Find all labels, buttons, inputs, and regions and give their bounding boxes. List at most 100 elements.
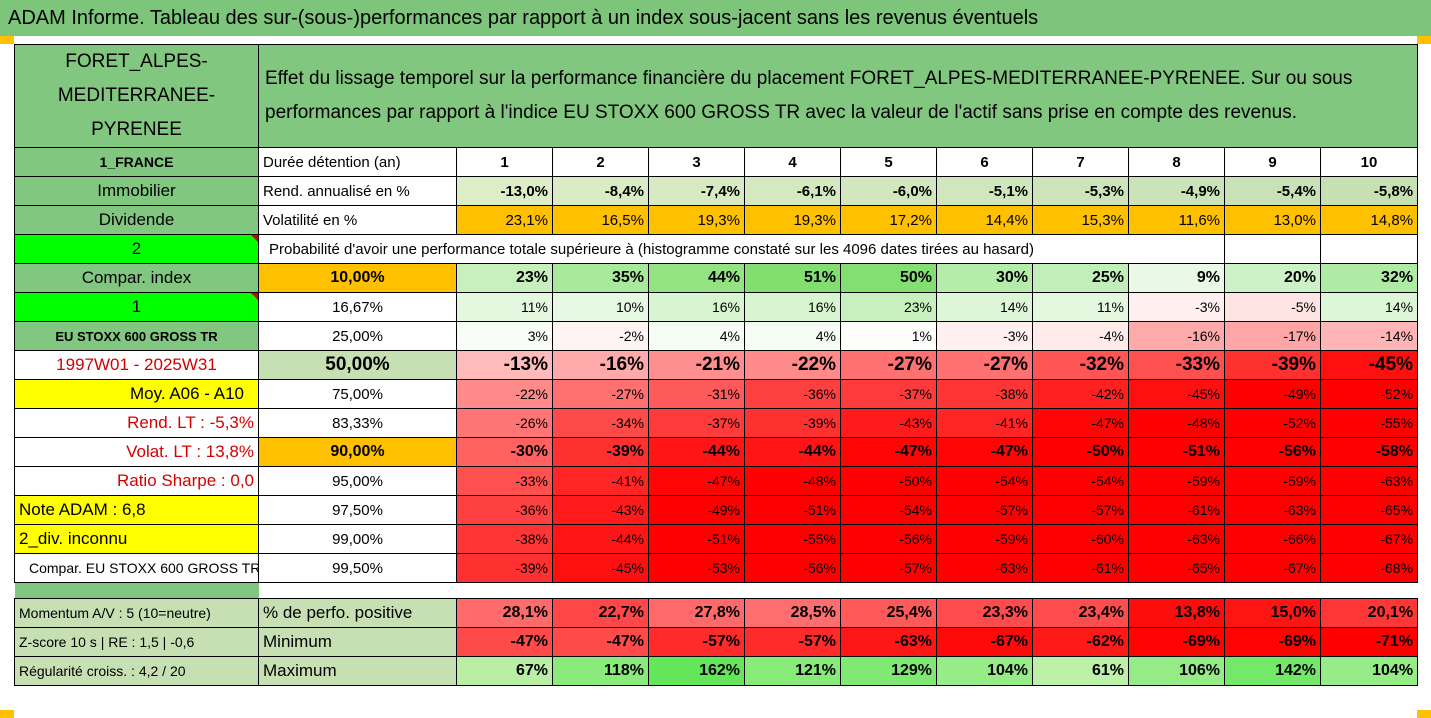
- perf-pos-value: 23,3%: [936, 598, 1033, 628]
- year-header: 5: [840, 147, 937, 177]
- fund-name: FORET_ALPES-MEDITERRANEE-PYRENEE: [57, 51, 216, 140]
- quantile-value: -41%: [552, 466, 649, 496]
- quantile-row: Rend. LT : -5,3% 83,33% -26% -34% -37% -39% -4…: [14, 408, 1419, 438]
- quantile-row: 1997W01 - 2025W31 50,00% -13% -16% -21% -22% -…: [14, 350, 1419, 380]
- quantile-row: Moy. A06 - A10 75,00% -22% -27% -31% -36% -37%…: [14, 379, 1419, 409]
- quantile-value: 3%: [456, 321, 553, 351]
- quantile-value: -47%: [936, 437, 1033, 467]
- quantile-level: 90,00%: [258, 437, 457, 467]
- quantile-value: -67%: [1224, 553, 1321, 583]
- label-volat: Volatilité en %: [258, 205, 457, 235]
- year-header: 6: [936, 147, 1033, 177]
- quantile-value: 10%: [552, 292, 649, 322]
- spacer-blank: [258, 582, 1418, 599]
- quantile-value: -44%: [744, 437, 841, 467]
- minimum-value: -57%: [648, 627, 745, 657]
- quantile-value: 16%: [648, 292, 745, 322]
- year-header: 7: [1032, 147, 1129, 177]
- fund-name-cell: FORET_ALPES-MEDITERRANEE-PYRENEE: [14, 44, 259, 148]
- volat-value: 15,3%: [1032, 205, 1129, 235]
- quantile-value: -50%: [840, 466, 937, 496]
- quantile-value: 4%: [648, 321, 745, 351]
- index-name-cell: EU STOXX 600 GROSS TR: [14, 321, 259, 351]
- quantile-value: 16%: [744, 292, 841, 322]
- quantile-value: -41%: [936, 408, 1033, 438]
- quantile-row: Note ADAM : 6,8 97,50% -36% -43% -49% -51% -54…: [14, 495, 1419, 525]
- quantile-value: -59%: [1128, 466, 1225, 496]
- quantile-value: -66%: [1224, 524, 1321, 554]
- quantile-value: -52%: [1319, 379, 1419, 409]
- report-title: ADAM Informe. Tableau des sur-(sous-)per…: [0, 0, 1431, 36]
- quantile-value: -36%: [456, 495, 553, 525]
- quantile-value: -51%: [1128, 437, 1225, 467]
- quantile-value: 25%: [1032, 263, 1129, 293]
- stats-row: Régularité croiss. : 4,2 / 20 Maximum 67% 1…: [14, 656, 1419, 686]
- minimum-value: -63%: [840, 627, 937, 657]
- volat-value: 16,5%: [552, 205, 649, 235]
- performance-sheet: FORET_ALPES-MEDITERRANEE-PYRENEE Effet d…: [14, 44, 1419, 712]
- frame-accent-bottom-left: [0, 710, 14, 718]
- quantile-row: 2_div. inconnu 99,00% -38% -44% -51% -55% -56%…: [14, 524, 1419, 554]
- rend-value: -13,0%: [456, 176, 553, 206]
- quantile-value: -63%: [1224, 495, 1321, 525]
- quantile-value: -56%: [840, 524, 937, 554]
- quantile-value: -47%: [648, 466, 745, 496]
- frame-accent-bottom-right: [1417, 710, 1431, 718]
- quantile-value: -51%: [648, 524, 745, 554]
- maximum-value: 142%: [1224, 656, 1321, 686]
- quantile-value: -55%: [1319, 408, 1419, 438]
- quantile-value: -39%: [456, 553, 553, 583]
- compar-index-cell: Compar. index: [14, 263, 259, 293]
- quantile-value: -36%: [744, 379, 841, 409]
- quantile-value: -43%: [552, 495, 649, 525]
- quantile-level: 99,00%: [258, 524, 457, 554]
- frame-accent-left: [0, 36, 14, 44]
- rend-value: -4,9%: [1128, 176, 1225, 206]
- regularite-cell: Régularité croiss. : 4,2 / 20: [14, 656, 259, 686]
- volat-value: 17,2%: [840, 205, 937, 235]
- quantile-value: -65%: [1128, 553, 1225, 583]
- proba-label: Probabilité d'avoir une performance tota…: [258, 234, 1225, 264]
- spacer-row: [14, 582, 1418, 599]
- quantile-value: -45%: [1319, 350, 1419, 380]
- minimum-value: -69%: [1128, 627, 1225, 657]
- stats-label: Minimum: [258, 627, 457, 657]
- quantile-value: -59%: [936, 524, 1033, 554]
- quantile-value: -14%: [1319, 321, 1419, 351]
- perf-pos-value: 15,0%: [1224, 598, 1321, 628]
- quantile-value: -37%: [840, 379, 937, 409]
- quantile-value: -27%: [552, 379, 649, 409]
- quantile-level: 97,50%: [258, 495, 457, 525]
- maximum-value: 67%: [456, 656, 553, 686]
- quantile-value: -52%: [1224, 408, 1321, 438]
- label-duree: Durée détention (an): [258, 147, 457, 177]
- perf-pos-value: 28,5%: [744, 598, 841, 628]
- perf-pos-value: 23,4%: [1032, 598, 1129, 628]
- country-cell: 1_FRANCE: [14, 147, 259, 177]
- maximum-value: 121%: [744, 656, 841, 686]
- perf-pos-value: 27,8%: [648, 598, 745, 628]
- quantile-value: -34%: [552, 408, 649, 438]
- minimum-value: -67%: [936, 627, 1033, 657]
- spacer-green: [14, 582, 259, 599]
- quantile-row: Volat. LT : 13,8% 90,00% -30% -39% -44% -44% -…: [14, 437, 1419, 467]
- quantile-level: 10,00%: [258, 263, 457, 293]
- quantile-value: 32%: [1319, 263, 1419, 293]
- quantile-value: -5%: [1224, 292, 1321, 322]
- volat-value: 19,3%: [648, 205, 745, 235]
- stats-label: % de perfo. positive: [258, 598, 457, 628]
- quantile-value: -65%: [1319, 495, 1419, 525]
- year-header: 3: [648, 147, 745, 177]
- volat-value: 11,6%: [1128, 205, 1225, 235]
- quantile-value: -58%: [1319, 437, 1419, 467]
- quantile-value: -47%: [1032, 408, 1129, 438]
- quantile-level: 16,67%: [258, 292, 457, 322]
- year-header: 10: [1319, 147, 1419, 177]
- maximum-value: 104%: [936, 656, 1033, 686]
- quantile-value: 1%: [840, 321, 937, 351]
- maximum-value: 162%: [648, 656, 745, 686]
- quantile-value: -27%: [936, 350, 1033, 380]
- compar-full-cell: Compar. EU STOXX 600 GROSS TR: [14, 553, 259, 583]
- quantile-value: -53%: [648, 553, 745, 583]
- quantile-value: 11%: [1032, 292, 1129, 322]
